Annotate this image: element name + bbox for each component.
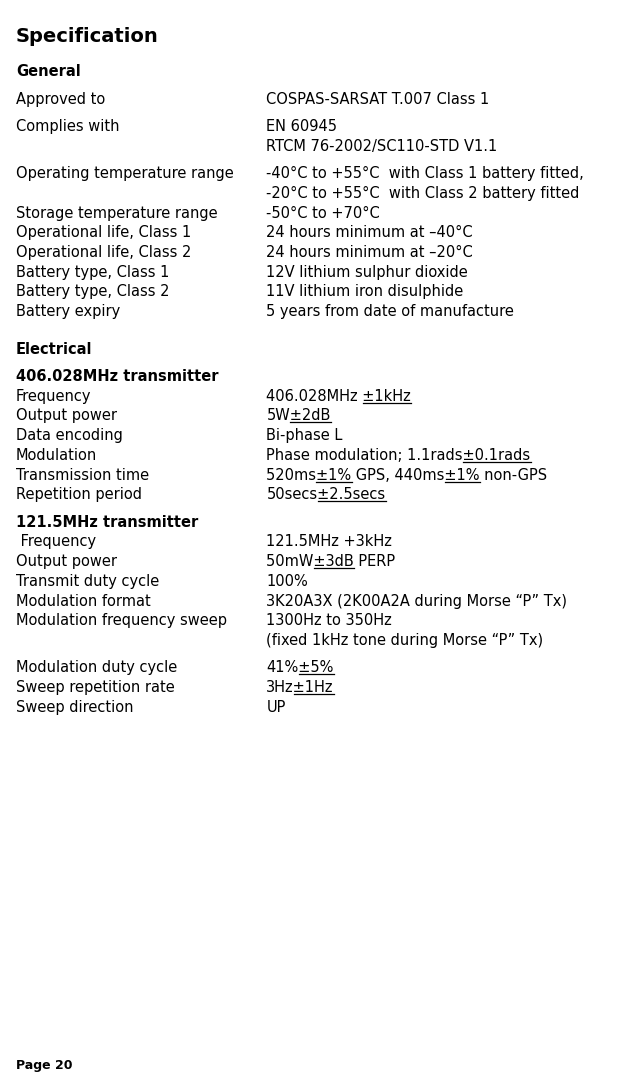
Text: UP: UP	[266, 700, 286, 715]
Text: Transmit duty cycle: Transmit duty cycle	[16, 573, 159, 589]
Text: 50secs±2.5secs: 50secs±2.5secs	[266, 487, 386, 503]
Text: Modulation format: Modulation format	[16, 594, 151, 608]
Text: Storage temperature range: Storage temperature range	[16, 206, 218, 221]
Text: COSPAS-SARSAT T.007 Class 1: COSPAS-SARSAT T.007 Class 1	[266, 91, 490, 107]
Text: 50mW±3dB PERP: 50mW±3dB PERP	[266, 554, 395, 569]
Text: (fixed 1kHz tone during Morse “P” Tx): (fixed 1kHz tone during Morse “P” Tx)	[266, 633, 544, 648]
Text: General: General	[16, 64, 81, 79]
Text: Battery expiry: Battery expiry	[16, 305, 120, 319]
Text: 100%: 100%	[266, 573, 308, 589]
Text: 520ms±1% GPS, 440ms±1% non-GPS: 520ms±1% GPS, 440ms±1% non-GPS	[266, 468, 548, 483]
Text: Battery type, Class 2: Battery type, Class 2	[16, 284, 169, 299]
Text: Phase modulation; 1.1rads±0.1rads: Phase modulation; 1.1rads±0.1rads	[266, 448, 530, 462]
Text: Repetition period: Repetition period	[16, 487, 142, 503]
Text: Operational life, Class 2: Operational life, Class 2	[16, 245, 191, 260]
Text: Output power: Output power	[16, 408, 117, 423]
Text: RTCM 76-2002/SC110-STD V1.1: RTCM 76-2002/SC110-STD V1.1	[266, 139, 498, 153]
Text: Modulation duty cycle: Modulation duty cycle	[16, 660, 177, 676]
Text: 121.5MHz transmitter: 121.5MHz transmitter	[16, 515, 198, 530]
Text: 24 hours minimum at –20°C: 24 hours minimum at –20°C	[266, 245, 473, 260]
Text: Approved to: Approved to	[16, 91, 105, 107]
Text: Specification: Specification	[16, 27, 159, 46]
Text: 5W±2dB: 5W±2dB	[266, 408, 331, 423]
Text: Electrical: Electrical	[16, 342, 92, 357]
Text: Bi-phase L: Bi-phase L	[266, 429, 343, 443]
Text: 11V lithium iron disulphide: 11V lithium iron disulphide	[266, 284, 464, 299]
Text: Frequency: Frequency	[16, 388, 92, 404]
Text: 406.028MHz ±1kHz: 406.028MHz ±1kHz	[266, 388, 411, 404]
Text: Data encoding: Data encoding	[16, 429, 123, 443]
Text: -40°C to +55°C  with Class 1 battery fitted,: -40°C to +55°C with Class 1 battery fitt…	[266, 166, 584, 182]
Text: 121.5MHz +3kHz: 121.5MHz +3kHz	[266, 534, 392, 549]
Text: 24 hours minimum at –40°C: 24 hours minimum at –40°C	[266, 225, 473, 240]
Text: Complies with: Complies with	[16, 119, 119, 134]
Text: 12V lithium sulphur dioxide: 12V lithium sulphur dioxide	[266, 264, 468, 280]
Text: Frequency: Frequency	[16, 534, 96, 549]
Text: Operating temperature range: Operating temperature range	[16, 166, 234, 182]
Text: -50°C to +70°C: -50°C to +70°C	[266, 206, 380, 221]
Text: Operational life, Class 1: Operational life, Class 1	[16, 225, 191, 240]
Text: EN 60945: EN 60945	[266, 119, 338, 134]
Text: 3Hz±1Hz: 3Hz±1Hz	[266, 680, 334, 695]
Text: Modulation: Modulation	[16, 448, 98, 462]
Text: 1300Hz to 350Hz: 1300Hz to 350Hz	[266, 614, 392, 628]
Text: 3K20A3X (2K00A2A during Morse “P” Tx): 3K20A3X (2K00A2A during Morse “P” Tx)	[266, 594, 568, 608]
Text: 406.028MHz transmitter: 406.028MHz transmitter	[16, 369, 218, 384]
Text: Sweep repetition rate: Sweep repetition rate	[16, 680, 175, 695]
Text: -20°C to +55°C  with Class 2 battery fitted: -20°C to +55°C with Class 2 battery fitt…	[266, 186, 580, 201]
Text: Page 20: Page 20	[16, 1059, 73, 1072]
Text: 41%±5%: 41%±5%	[266, 660, 334, 676]
Text: Battery type, Class 1: Battery type, Class 1	[16, 264, 169, 280]
Text: Output power: Output power	[16, 554, 117, 569]
Text: 5 years from date of manufacture: 5 years from date of manufacture	[266, 305, 514, 319]
Text: Transmission time: Transmission time	[16, 468, 149, 483]
Text: Sweep direction: Sweep direction	[16, 700, 134, 715]
Text: Modulation frequency sweep: Modulation frequency sweep	[16, 614, 227, 628]
